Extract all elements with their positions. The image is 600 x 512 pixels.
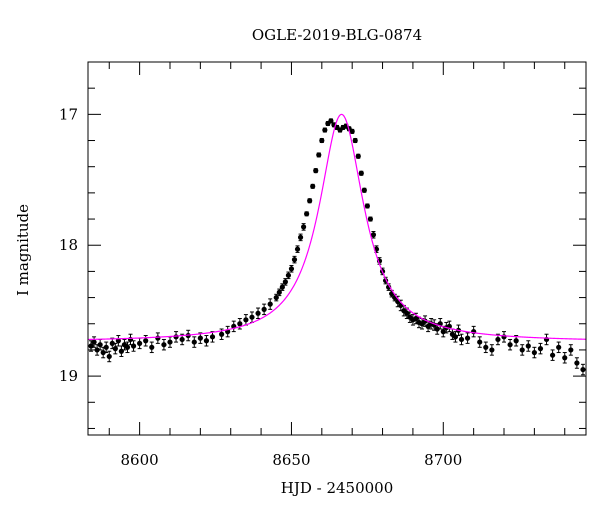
data-point xyxy=(291,255,298,264)
data-point xyxy=(100,346,106,359)
data-point xyxy=(310,183,316,189)
data-point xyxy=(225,325,231,338)
data-point xyxy=(501,331,507,343)
data-point xyxy=(319,137,325,144)
y-axis-label: I magnitude xyxy=(14,204,32,296)
data-point xyxy=(137,337,143,350)
x-tick-label: 8700 xyxy=(424,451,462,469)
data-point xyxy=(471,325,477,338)
data-point xyxy=(580,363,586,376)
data-point xyxy=(276,288,282,297)
data-point xyxy=(127,333,134,346)
data-point xyxy=(328,118,334,124)
data-point xyxy=(525,340,531,352)
data-point xyxy=(483,341,489,354)
data-point xyxy=(495,333,501,346)
model-curve xyxy=(88,113,586,341)
data-point xyxy=(349,128,355,134)
data-point xyxy=(288,265,295,273)
plot-frame xyxy=(87,61,587,436)
data-point xyxy=(203,335,210,347)
data-point xyxy=(543,333,550,346)
data-point xyxy=(568,344,574,356)
data-point xyxy=(149,341,155,354)
data-point xyxy=(167,336,173,348)
data-point xyxy=(249,311,255,323)
data-point xyxy=(316,152,322,158)
y-tick-label: 18 xyxy=(59,236,78,254)
data-point xyxy=(477,336,483,348)
data-point xyxy=(513,335,519,347)
data-point xyxy=(367,216,374,222)
data-point xyxy=(358,170,364,176)
data-point xyxy=(106,350,112,363)
data-point xyxy=(519,344,525,356)
x-axis-label: HJD - 2450000 xyxy=(281,479,394,497)
data-point xyxy=(364,203,370,209)
data-point xyxy=(155,332,161,344)
data-point xyxy=(255,307,261,320)
data-point xyxy=(121,338,128,351)
data-point xyxy=(562,352,568,364)
data-point xyxy=(294,245,301,253)
data-point xyxy=(197,332,203,344)
x-tick-label: 8650 xyxy=(272,451,310,469)
data-point xyxy=(507,338,513,351)
data-point xyxy=(115,335,121,347)
data-point xyxy=(124,341,131,354)
data-point xyxy=(161,338,167,351)
data-point xyxy=(313,168,319,174)
axis-ticks: 8600 8650 8700 17 18 19 xyxy=(59,61,586,469)
y-tick-label: 19 xyxy=(59,367,78,385)
data-point xyxy=(103,341,109,354)
data-point xyxy=(307,198,313,204)
data-point xyxy=(355,153,361,159)
data-point xyxy=(549,349,556,361)
data-point xyxy=(556,341,562,354)
data-point xyxy=(531,346,537,359)
data-point xyxy=(191,336,197,348)
data-point xyxy=(261,303,267,316)
data-point xyxy=(243,314,249,326)
x-tick-label: 8600 xyxy=(121,451,159,469)
data-point xyxy=(91,336,97,348)
data-point xyxy=(219,328,225,340)
data-point xyxy=(434,323,440,335)
data-point xyxy=(322,127,328,133)
data-point xyxy=(352,137,358,144)
data-point xyxy=(273,293,279,302)
data-point xyxy=(304,211,310,217)
data-point xyxy=(458,333,465,346)
data-point xyxy=(173,331,179,343)
data-point xyxy=(464,332,471,344)
data-point xyxy=(489,344,495,356)
data-point xyxy=(209,331,216,343)
data-point xyxy=(285,271,292,280)
data-point xyxy=(237,318,243,330)
data-point xyxy=(361,187,367,193)
data-point xyxy=(297,233,304,242)
data-point xyxy=(130,340,137,352)
data-point xyxy=(118,345,125,357)
data-point xyxy=(300,223,307,231)
data-point xyxy=(422,315,428,327)
chart-title: OGLE-2019-BLG-0874 xyxy=(252,26,422,44)
data-point xyxy=(370,230,377,239)
y-tick-label: 17 xyxy=(59,105,78,123)
data-point xyxy=(537,342,544,355)
data-point xyxy=(112,342,118,355)
data-point xyxy=(267,298,273,310)
data-point xyxy=(231,320,237,333)
data-point xyxy=(574,357,580,369)
